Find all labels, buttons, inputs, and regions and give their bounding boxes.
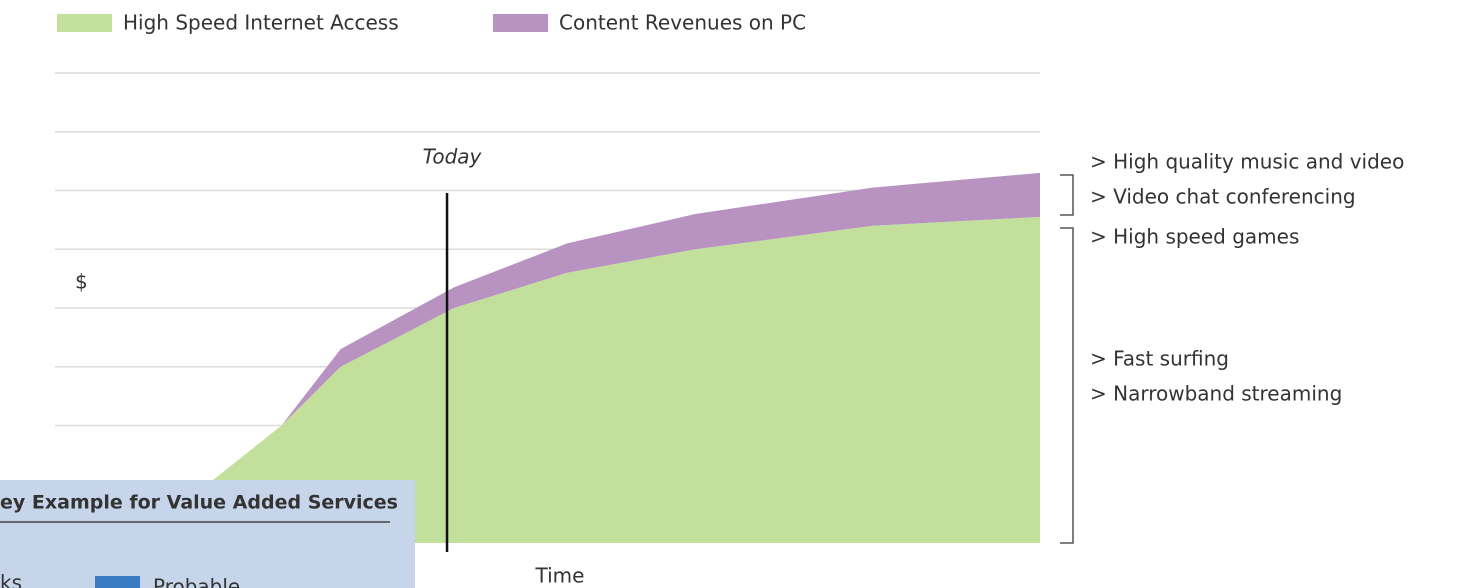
legend-swatch (57, 14, 112, 32)
panel-item: ks (0, 571, 22, 588)
panel-title: ey Example for Value Added Services (0, 492, 398, 514)
annotation: > Video chat conferencing (1090, 185, 1356, 209)
x-axis-label: Time (535, 564, 585, 588)
annotation: > High quality music and video (1090, 150, 1404, 174)
area (133, 216, 1041, 543)
area (133, 172, 1041, 543)
plot: Today (55, 72, 1041, 552)
bracket (1060, 227, 1074, 544)
legend-label: Content Revenues on PC (559, 11, 806, 35)
panel-bg (0, 480, 415, 588)
annotation: > Fast surfing (1090, 347, 1229, 371)
panel-swatch (95, 576, 140, 588)
y-axis-label: $ (75, 270, 88, 294)
bracket (1060, 174, 1074, 216)
panel: ey Example for Value Added Services ks P… (0, 480, 415, 588)
legend-label: High Speed Internet Access (123, 11, 399, 35)
annotation: > High speed games (1090, 225, 1299, 249)
legend-swatch (493, 14, 548, 32)
panel-item: Probable (153, 575, 240, 588)
today-label: Today (423, 145, 483, 169)
annotation: > Narrowband streaming (1090, 382, 1342, 406)
